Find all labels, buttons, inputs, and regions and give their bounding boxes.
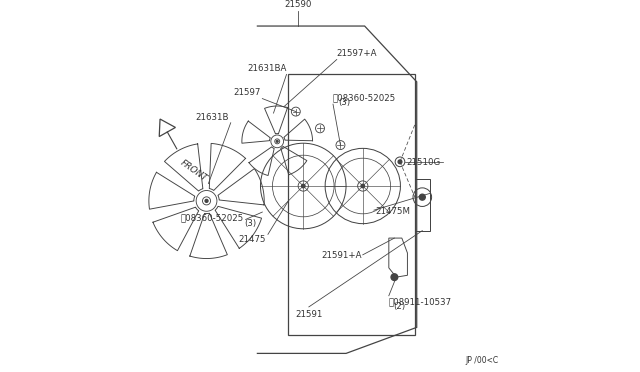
Text: Ⓝ08360-52025: Ⓝ08360-52025 — [333, 93, 396, 102]
Text: 21475: 21475 — [239, 235, 266, 244]
Text: 21631B: 21631B — [195, 113, 229, 122]
Circle shape — [301, 184, 305, 188]
Circle shape — [361, 184, 365, 188]
Text: 21510G: 21510G — [406, 158, 440, 167]
Text: Ⓝ08360-52025: Ⓝ08360-52025 — [180, 213, 244, 222]
Text: (3): (3) — [244, 219, 256, 228]
Circle shape — [398, 160, 402, 164]
Text: 21591+A: 21591+A — [321, 251, 362, 260]
Text: 21631BA: 21631BA — [247, 64, 287, 73]
Circle shape — [419, 194, 425, 200]
Text: Ⓞ08911-10537: Ⓞ08911-10537 — [389, 298, 452, 307]
Circle shape — [276, 141, 278, 142]
Text: 21597+A: 21597+A — [337, 49, 377, 58]
Text: (3): (3) — [338, 98, 350, 107]
Circle shape — [391, 274, 397, 280]
Text: 21590: 21590 — [284, 0, 312, 9]
Text: 21475M: 21475M — [375, 207, 410, 216]
Text: FRONT: FRONT — [179, 158, 209, 183]
Text: 21591: 21591 — [295, 310, 323, 318]
Text: 21597: 21597 — [233, 89, 260, 97]
Text: (2): (2) — [394, 302, 406, 311]
Circle shape — [205, 199, 208, 202]
Text: JP /00<C: JP /00<C — [465, 356, 499, 365]
